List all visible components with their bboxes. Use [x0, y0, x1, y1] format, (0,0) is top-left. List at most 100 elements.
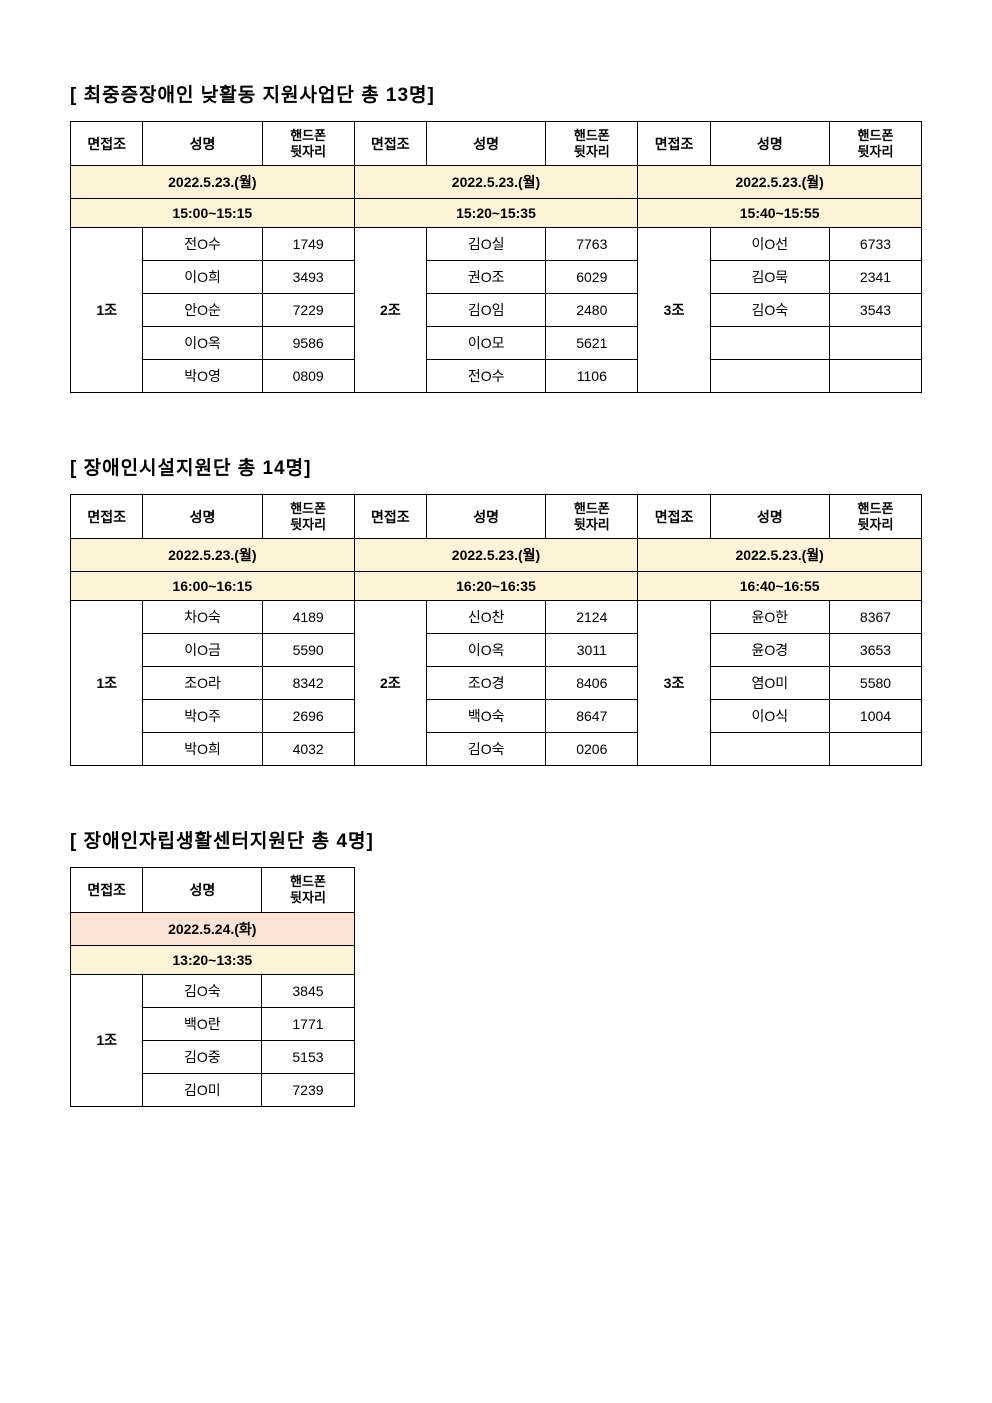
col-group: 면접조 [354, 495, 426, 539]
name-cell: 안O순 [143, 294, 262, 327]
section-title: [ 장애인자립생활센터지원단 총 4명] [70, 826, 922, 853]
data-row: 박O희 4032 김O숙 0206 [71, 733, 922, 766]
col-group: 면접조 [71, 122, 143, 166]
phone-cell [829, 733, 921, 766]
group-label: 1조 [71, 974, 143, 1106]
name-cell: 백O숙 [427, 700, 546, 733]
phone-cell: 5153 [262, 1040, 354, 1073]
name-cell: 전O수 [427, 360, 546, 393]
name-cell: 김O숙 [427, 733, 546, 766]
phone-cell [829, 327, 921, 360]
date-cell: 2022.5.24.(화) [71, 912, 355, 945]
time-row: 16:00~16:15 16:20~16:35 16:40~16:55 [71, 572, 922, 601]
name-cell: 백O란 [143, 1007, 262, 1040]
name-cell: 김O실 [427, 228, 546, 261]
time-cell: 15:20~15:35 [354, 199, 638, 228]
phone-cell: 3845 [262, 974, 354, 1007]
section-title: [ 장애인시설지원단 총 14명] [70, 453, 922, 480]
phone-cell: 4032 [262, 733, 354, 766]
phone-cell: 4189 [262, 601, 354, 634]
phone-cell: 8647 [546, 700, 638, 733]
group-label: 2조 [354, 601, 426, 766]
data-row: 1조 김O숙 3845 [71, 974, 355, 1007]
name-cell: 조O라 [143, 667, 262, 700]
col-group: 면접조 [638, 495, 710, 539]
phone-cell: 3653 [829, 634, 921, 667]
date-cell: 2022.5.23.(월) [354, 166, 638, 199]
data-row: 이O옥 9586 이O모 5621 [71, 327, 922, 360]
phone-cell: 3493 [262, 261, 354, 294]
name-cell: 박O주 [143, 700, 262, 733]
name-cell: 이O희 [143, 261, 262, 294]
name-cell: 이O옥 [143, 327, 262, 360]
name-cell: 김O숙 [710, 294, 829, 327]
name-cell: 김O숙 [143, 974, 262, 1007]
phone-cell: 2480 [546, 294, 638, 327]
group-label: 2조 [354, 228, 426, 393]
time-cell: 16:20~16:35 [354, 572, 638, 601]
time-cell: 13:20~13:35 [71, 945, 355, 974]
data-row: 박O영 0809 전O수 1106 [71, 360, 922, 393]
phone-cell: 6029 [546, 261, 638, 294]
header-row: 면접조 성명 핸드폰뒷자리 면접조 성명 핸드폰뒷자리 면접조 성명 핸드폰뒷자… [71, 495, 922, 539]
name-cell: 김O묵 [710, 261, 829, 294]
name-cell: 이O옥 [427, 634, 546, 667]
name-cell: 윤O한 [710, 601, 829, 634]
phone-cell: 1004 [829, 700, 921, 733]
time-cell: 16:00~16:15 [71, 572, 355, 601]
phone-cell: 0206 [546, 733, 638, 766]
name-cell: 김O임 [427, 294, 546, 327]
date-cell: 2022.5.23.(월) [638, 166, 922, 199]
date-cell: 2022.5.23.(월) [71, 539, 355, 572]
phone-cell: 2124 [546, 601, 638, 634]
phone-cell: 1771 [262, 1007, 354, 1040]
col-name: 성명 [710, 122, 829, 166]
name-cell: 차O숙 [143, 601, 262, 634]
col-name: 성명 [143, 122, 262, 166]
section-1: [ 최중증장애인 낮활동 지원사업단 총 13명] 면접조 성명 핸드폰뒷자리 … [70, 80, 922, 393]
data-row: 이O희 3493 권O조 6029 김O묵 2341 [71, 261, 922, 294]
section-3: [ 장애인자립생활센터지원단 총 4명] 면접조 성명 핸드폰뒷자리 2022.… [70, 826, 922, 1106]
name-cell: 이O식 [710, 700, 829, 733]
phone-cell: 6733 [829, 228, 921, 261]
name-cell: 김O미 [143, 1073, 262, 1106]
header-row: 면접조 성명 핸드폰뒷자리 면접조 성명 핸드폰뒷자리 면접조 성명 핸드폰뒷자… [71, 122, 922, 166]
phone-cell: 1749 [262, 228, 354, 261]
name-cell [710, 733, 829, 766]
data-row: 이O금 5590 이O옥 3011 윤O경 3653 [71, 634, 922, 667]
phone-cell: 0809 [262, 360, 354, 393]
name-cell: 권O조 [427, 261, 546, 294]
col-name: 성명 [143, 868, 262, 912]
time-cell: 15:40~15:55 [638, 199, 922, 228]
data-row: 1조 전O수 1749 2조 김O실 7763 3조 이O선 6733 [71, 228, 922, 261]
col-phone: 핸드폰뒷자리 [262, 122, 354, 166]
phone-cell: 3543 [829, 294, 921, 327]
phone-cell: 8342 [262, 667, 354, 700]
section-title: [ 최중증장애인 낮활동 지원사업단 총 13명] [70, 80, 922, 107]
name-cell: 박O영 [143, 360, 262, 393]
group-label: 3조 [638, 228, 710, 393]
phone-cell [829, 360, 921, 393]
name-cell [710, 327, 829, 360]
data-row: 조O라 8342 조O경 8406 염O미 5580 [71, 667, 922, 700]
section-2: [ 장애인시설지원단 총 14명] 면접조 성명 핸드폰뒷자리 면접조 성명 핸… [70, 453, 922, 766]
name-cell: 김O중 [143, 1040, 262, 1073]
phone-cell: 2341 [829, 261, 921, 294]
col-group: 면접조 [71, 495, 143, 539]
header-row: 면접조 성명 핸드폰뒷자리 [71, 868, 355, 912]
phone-cell: 7239 [262, 1073, 354, 1106]
phone-cell: 8367 [829, 601, 921, 634]
phone-cell: 7763 [546, 228, 638, 261]
time-cell: 15:00~15:15 [71, 199, 355, 228]
data-row: 안O순 7229 김O임 2480 김O숙 3543 [71, 294, 922, 327]
phone-cell: 5621 [546, 327, 638, 360]
name-cell: 이O금 [143, 634, 262, 667]
phone-cell: 7229 [262, 294, 354, 327]
date-row: 2022.5.23.(월) 2022.5.23.(월) 2022.5.23.(월… [71, 539, 922, 572]
col-group: 면접조 [638, 122, 710, 166]
col-phone: 핸드폰뒷자리 [262, 495, 354, 539]
name-cell: 전O수 [143, 228, 262, 261]
col-name: 성명 [143, 495, 262, 539]
time-cell: 16:40~16:55 [638, 572, 922, 601]
name-cell: 염O미 [710, 667, 829, 700]
